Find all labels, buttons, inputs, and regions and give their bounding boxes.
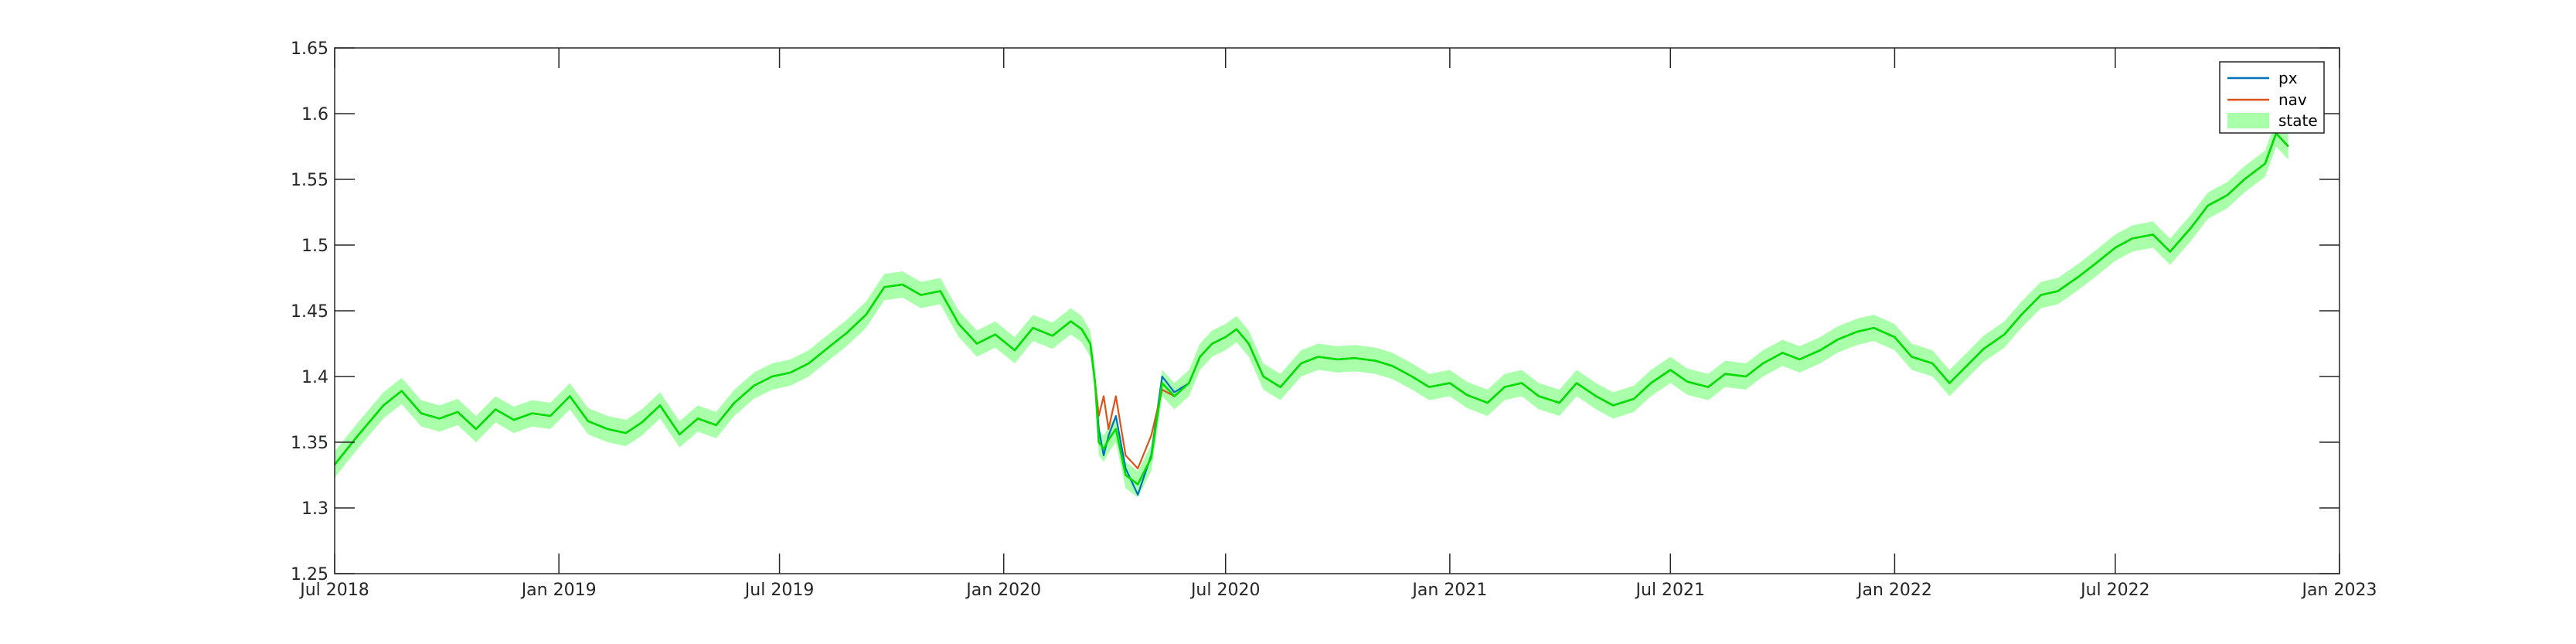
x-tick-label: Jul 2019: [744, 581, 815, 600]
x-tick-label: Jan 2020: [965, 581, 1041, 600]
y-tick-label: 1.25: [291, 565, 328, 584]
x-tick-label: Jan 2023: [2301, 581, 2377, 600]
x-tick-label: Jan 2019: [520, 581, 597, 600]
series-line-state: [333, 132, 2289, 486]
y-tick-label: 1.6: [301, 105, 328, 124]
legend-label-state: state: [2278, 111, 2318, 130]
x-tick-label: Jul 2018: [298, 581, 369, 600]
legend-swatch-state: [2227, 113, 2269, 128]
y-tick-label: 1.3: [301, 499, 328, 519]
y-tick-label: 1.55: [291, 171, 328, 190]
x-tick-label: Jan 2022: [1856, 581, 1932, 600]
legend-label-nav: nav: [2278, 90, 2307, 109]
y-tick-label: 1.4: [301, 368, 328, 387]
axis-ticks: 1.25 1.3 1.35 1.4 1.45 1.5 1.55 1.6 1.65 Jul 2018…: [291, 39, 2377, 600]
x-tick-label: Jul 2020: [1189, 581, 1261, 600]
x-tick-label: Jan 2021: [1411, 581, 1487, 600]
y-tick-label: 1.65: [291, 39, 328, 59]
series-layer: [333, 132, 2289, 496]
y-tick-label: 1.45: [291, 302, 328, 322]
x-tick-label: Jul 2021: [1635, 581, 1706, 600]
x-tick-label: Jul 2022: [2079, 581, 2150, 600]
legend-label-px: px: [2278, 69, 2298, 87]
legend: px nav state: [2219, 61, 2325, 134]
y-tick-label: 1.5: [301, 237, 328, 256]
y-tick-label: 1.35: [291, 434, 328, 453]
